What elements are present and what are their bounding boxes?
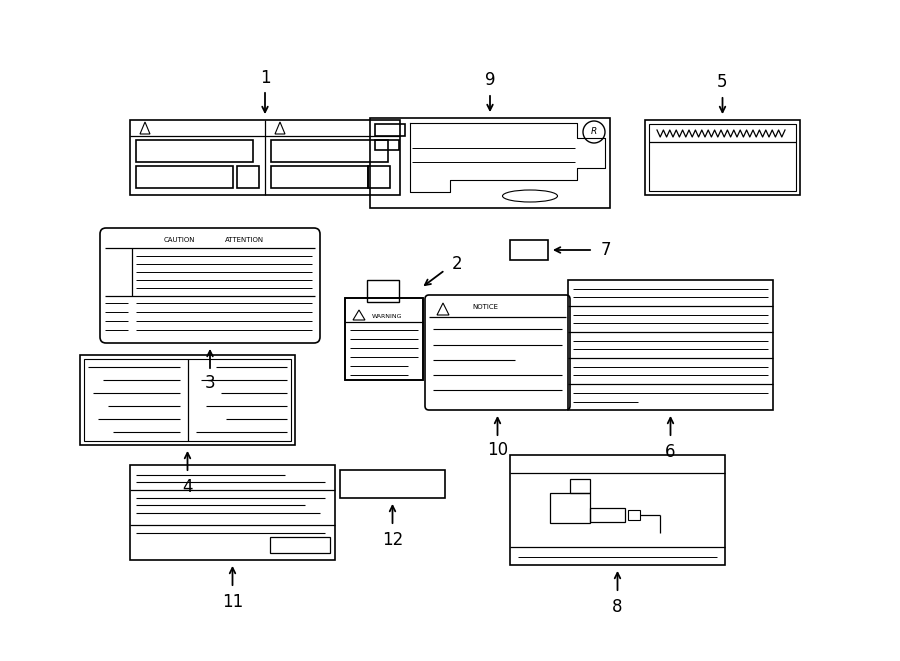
Text: 12: 12 (382, 531, 403, 549)
Text: NOTICE: NOTICE (472, 304, 498, 310)
Bar (340, 470, 445, 498)
Text: 10: 10 (487, 441, 508, 459)
Bar (645, 120, 800, 195)
Text: 5: 5 (717, 73, 728, 91)
Bar (270, 537, 330, 553)
Bar (80, 355, 295, 445)
Bar (237, 166, 259, 188)
Text: 8: 8 (612, 598, 623, 616)
Bar (628, 510, 640, 520)
Bar (271, 166, 368, 188)
Text: R: R (591, 128, 597, 137)
Bar (370, 118, 610, 208)
Text: 7: 7 (601, 241, 611, 259)
Bar (130, 120, 400, 195)
Text: 2: 2 (452, 255, 463, 273)
Bar (367, 280, 399, 302)
Bar (510, 240, 548, 260)
Bar (570, 479, 590, 493)
Bar (375, 140, 399, 150)
Text: ATTENTION: ATTENTION (225, 237, 264, 243)
Text: 11: 11 (222, 593, 243, 611)
Text: 9: 9 (485, 71, 495, 89)
Text: 3: 3 (204, 374, 215, 392)
Bar (271, 140, 388, 162)
Bar (84, 359, 291, 441)
Bar (345, 298, 423, 380)
Bar (550, 493, 590, 523)
Text: 1: 1 (260, 69, 270, 87)
Bar (568, 280, 773, 410)
Bar (375, 124, 405, 136)
Bar (130, 465, 335, 560)
Bar (136, 166, 233, 188)
Bar (368, 166, 390, 188)
Bar (590, 508, 625, 522)
Bar (649, 124, 796, 191)
Text: 4: 4 (182, 478, 193, 496)
Bar (136, 140, 253, 162)
Bar (345, 298, 423, 380)
Text: 6: 6 (665, 443, 676, 461)
Text: CAUTION: CAUTION (164, 237, 195, 243)
Bar (510, 455, 725, 565)
Text: WARNING: WARNING (372, 313, 402, 319)
